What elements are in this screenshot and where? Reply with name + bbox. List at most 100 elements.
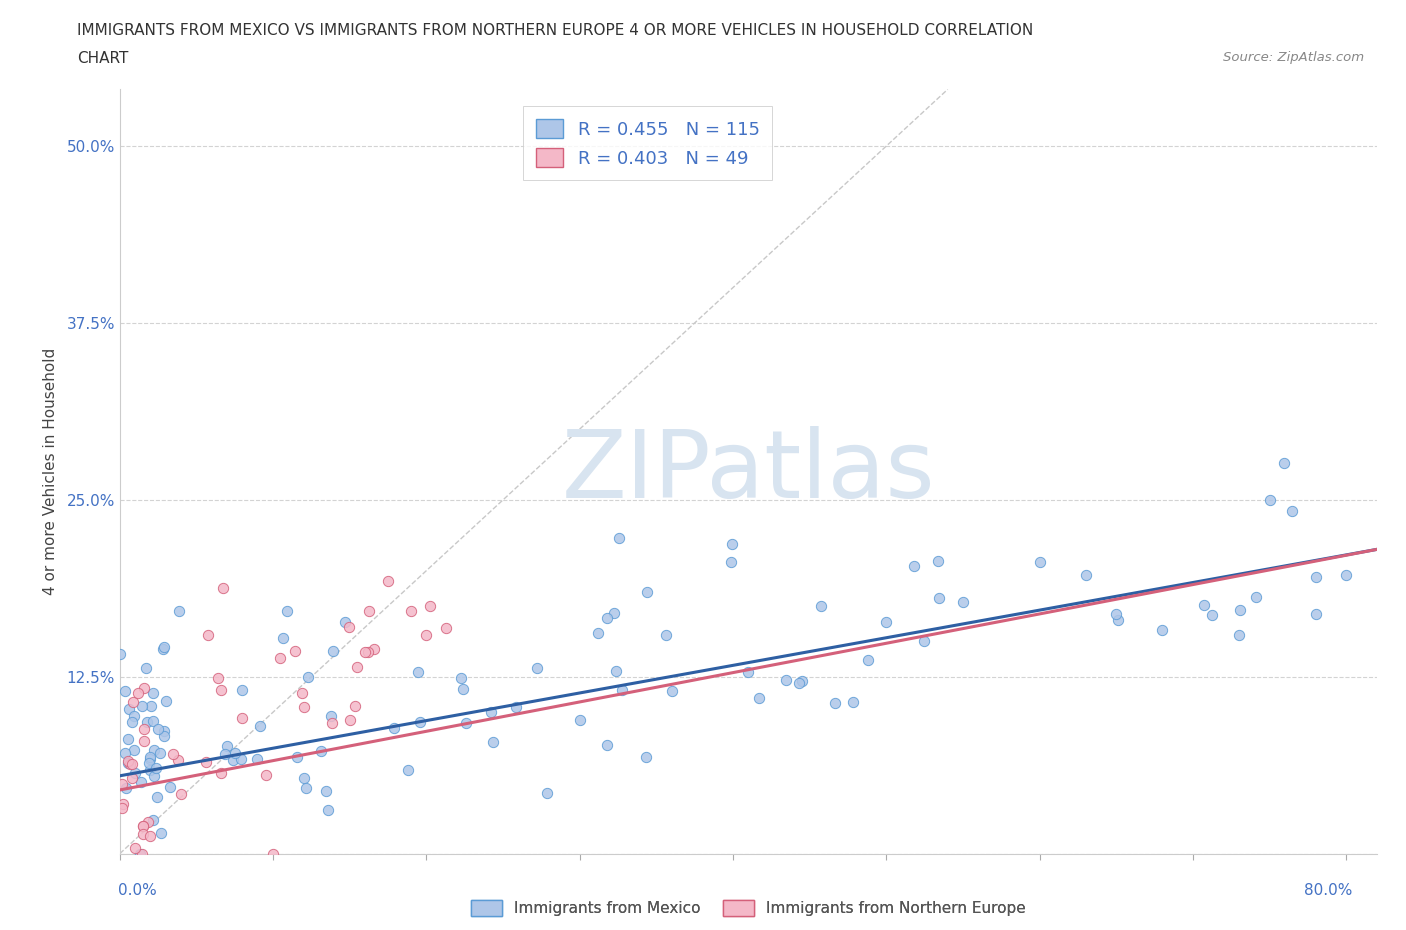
Point [291, 685, 314, 700]
Point [229, 752, 252, 767]
Point [117, 732, 139, 747]
Point [792, 673, 814, 688]
Point [409, 715, 432, 730]
Point [118, 756, 141, 771]
Point [131, 775, 153, 790]
Point [209, 765, 232, 780]
Point [568, 713, 591, 728]
Point [132, 827, 155, 842]
Point [1152, 623, 1174, 638]
Point [271, 631, 294, 645]
Point [212, 580, 235, 595]
Point [149, 826, 172, 841]
Point [111, 777, 134, 791]
Point [636, 584, 658, 599]
Point [1105, 607, 1128, 622]
Point [775, 673, 797, 688]
Point [139, 751, 162, 766]
Point [231, 683, 253, 698]
Point [142, 813, 165, 828]
Point [737, 665, 759, 680]
Point [434, 621, 457, 636]
Point [903, 558, 925, 573]
Point [419, 599, 441, 614]
Point [316, 803, 339, 817]
Point [138, 756, 160, 771]
Point [121, 757, 143, 772]
Point [333, 615, 356, 630]
Point [121, 770, 143, 785]
Point [1107, 612, 1129, 627]
Point [482, 735, 505, 750]
Point [396, 763, 419, 777]
Point [1272, 456, 1295, 471]
Point [451, 682, 474, 697]
Point [479, 704, 502, 719]
Point [134, 681, 156, 696]
Point [824, 696, 846, 711]
Point [856, 653, 879, 668]
Point [654, 628, 676, 643]
Point [153, 640, 176, 655]
Point [124, 766, 146, 781]
Point [114, 684, 136, 698]
Point [145, 761, 167, 776]
Point [346, 659, 368, 674]
Point [319, 709, 342, 724]
Point [269, 650, 291, 665]
Point [283, 644, 305, 658]
Point [787, 675, 810, 690]
Point [134, 734, 156, 749]
Point [146, 790, 169, 804]
Point [377, 574, 399, 589]
Point [927, 553, 949, 568]
Point [321, 715, 343, 730]
Point [111, 796, 134, 811]
Point [254, 767, 277, 782]
Point [153, 728, 176, 743]
Point [928, 591, 950, 605]
Text: 0.0%: 0.0% [118, 883, 157, 897]
Point [122, 709, 145, 724]
Point [607, 531, 630, 546]
Point [169, 604, 191, 618]
Point [1194, 598, 1216, 613]
Point [153, 724, 176, 738]
Point [875, 615, 897, 630]
Text: IMMIGRANTS FROM MEXICO VS IMMIGRANTS FROM NORTHERN EUROPE 4 OR MORE VEHICLES IN : IMMIGRANTS FROM MEXICO VS IMMIGRANTS FRO… [77, 23, 1033, 38]
Point [1201, 607, 1223, 622]
Text: ZIPatlas: ZIPatlas [561, 426, 935, 517]
Point [322, 644, 344, 658]
Point [415, 628, 437, 643]
Point [139, 828, 162, 843]
Point [596, 738, 619, 753]
Point [588, 625, 610, 640]
Point [209, 683, 232, 698]
Point [295, 781, 318, 796]
Point [143, 742, 166, 757]
Point [612, 683, 634, 698]
Point [311, 743, 333, 758]
Point [456, 716, 478, 731]
Point [661, 684, 683, 698]
Point [142, 686, 165, 701]
Point [382, 721, 405, 736]
Point [1305, 607, 1327, 622]
Point [224, 746, 246, 761]
Point [136, 715, 159, 730]
Point [602, 605, 624, 620]
Point [450, 671, 472, 685]
Point [155, 693, 177, 708]
Point [121, 714, 143, 729]
Point [1244, 590, 1267, 604]
Point [108, 646, 131, 661]
Point [222, 752, 245, 767]
Point [596, 610, 619, 625]
Point [127, 685, 149, 700]
Point [1336, 567, 1358, 582]
Point [132, 818, 155, 833]
Point [231, 711, 253, 725]
Point [1028, 554, 1050, 569]
Point [1227, 628, 1250, 643]
Point [406, 665, 429, 680]
